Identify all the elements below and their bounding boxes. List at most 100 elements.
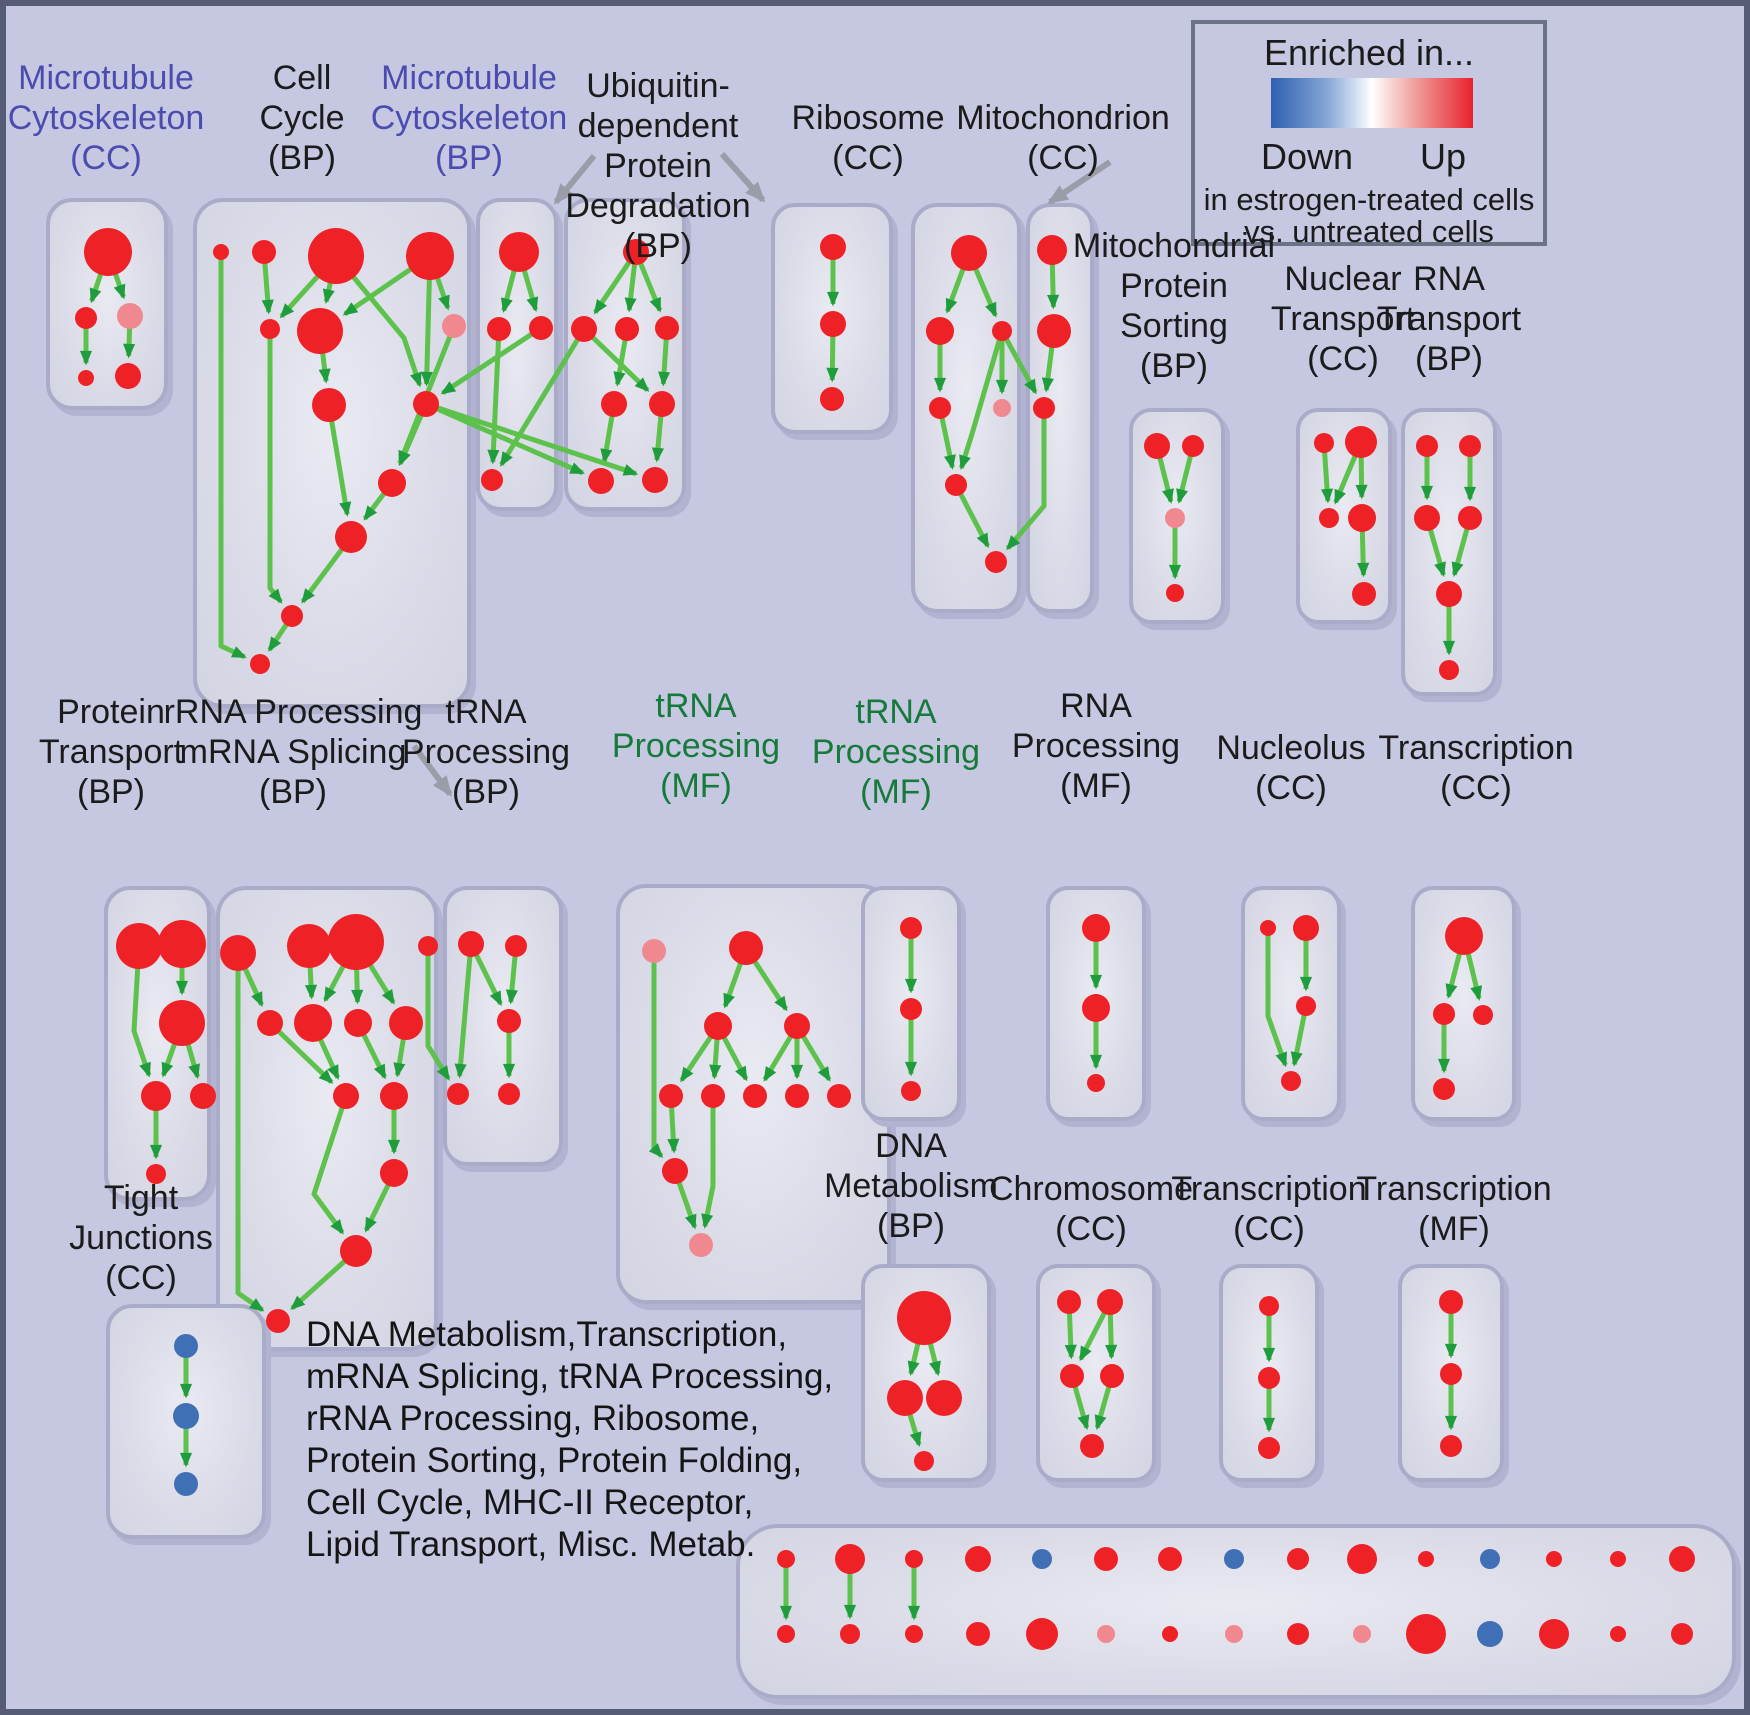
label-tight-junctions-cc: Tight Junctions (CC) [69, 1178, 213, 1298]
label-line: Nuclear [1284, 260, 1402, 298]
group-box-microtubule-cytoskeleton-cc [46, 198, 168, 410]
label-nucleolus-cc: Nucleolus (CC) [1216, 728, 1365, 808]
label-line: (BP) [877, 1207, 945, 1245]
label-line: (CC) [1307, 340, 1379, 378]
label-line: Junctions [69, 1219, 213, 1257]
label-line: (MF) [860, 773, 932, 811]
label-line: Processing [401, 733, 571, 771]
label-trna-processing-bp: tRNA Processing (BP) [402, 692, 570, 812]
label-line: Ribosome [791, 99, 945, 137]
group-box-protein-transport-bp [104, 886, 211, 1201]
legend-box: Enriched in... Down Up in estrogen-treat… [1191, 20, 1547, 249]
group-box-dna-metabolism-bp [861, 1264, 991, 1482]
label-line: Degradation [565, 187, 751, 225]
legend-gradient-bar [1271, 78, 1473, 128]
legend-up-label: Up [1419, 136, 1467, 177]
group-box-cell-cycle-bp [193, 198, 471, 708]
label-line: RNA [1060, 687, 1132, 725]
group-box-transcription-mf [1398, 1264, 1504, 1482]
label-line: (MF) [1060, 767, 1132, 805]
label-line: (CC) [832, 139, 904, 177]
label-line: (CC) [1055, 1210, 1127, 1248]
group-box-rna-processing-mf [1046, 886, 1146, 1121]
misc-text-line: mRNA Splicing, tRNA Processing, [306, 1357, 834, 1396]
label-line: Transport [1270, 300, 1416, 338]
label-line: (BP) [1140, 347, 1208, 385]
label-line: (BP) [1414, 340, 1483, 378]
group-box-nucleolus-cc [1241, 886, 1341, 1121]
label-line: Ubiquitin- [586, 67, 730, 105]
group-box-ribosome-cc [911, 203, 1021, 613]
misc-text-line: Lipid Transport, Misc. Metab. [306, 1525, 756, 1564]
label-microtubule-cytoskeleton-bp: Microtubule Cytoskeleton (BP) [371, 58, 568, 178]
label-line: mRNA Splicing [179, 733, 407, 771]
label-line: (CC) [1255, 769, 1327, 807]
label-line: (MF) [1418, 1210, 1490, 1248]
label-ubiquitin-dependent-protein-degradation-bp: Ubiquitin-dependent Protein Degradation (BP… [565, 66, 750, 266]
label-line: Metabolism [824, 1167, 998, 1205]
label-line: (BP) [76, 773, 145, 811]
misc-categories-text: DNA Metabolism,Transcription, mRNA Splici… [306, 1314, 833, 1566]
label-line: DNA [875, 1127, 947, 1165]
misc-text-line: Cell Cycle, MHC-II Receptor, [306, 1483, 754, 1522]
label-line: Protein [57, 693, 165, 731]
label-line: rRNA Processing [163, 693, 423, 731]
group-box-mitochondrial-protein-sorting-bp [1129, 408, 1225, 624]
label-line: Cytoskeleton [7, 99, 205, 137]
group-box-nuclear-transport-cc [1296, 408, 1392, 624]
label-line: Processing [1011, 727, 1181, 765]
label-ribosome-cc: Ribosome (CC) [791, 98, 944, 178]
label-line: Sorting [1120, 307, 1228, 345]
label-transcription-mf: Transcription (MF) [1356, 1169, 1551, 1249]
label-mitochondrion-cc: Mitochondrion (CC) [956, 98, 1170, 178]
label-protein-transport-bp: Protein Transport (BP) [39, 692, 183, 812]
label-line: (BP) [451, 773, 520, 811]
legend-title: Enriched in... [1263, 32, 1475, 73]
label-trna-processing-mf-1: tRNA Processing (MF) [612, 686, 780, 806]
label-line: (CC) [70, 139, 142, 177]
label-rna-processing-mf: RNA Processing (MF) [1012, 686, 1180, 806]
label-line: Transcription [1378, 729, 1574, 767]
label-line: (CC) [1440, 769, 1512, 807]
label-line: (BP) [434, 139, 503, 177]
group-box-trna-processing-mf-2 [861, 886, 961, 1121]
label-line: RNA [1413, 260, 1485, 298]
group-box-rrna-processing-mrna-splicing-bp [216, 886, 438, 1351]
label-trna-processing-mf-2: tRNA Processing (MF) [812, 692, 980, 812]
label-rrna-processing-mrna-splicing-bp: rRNA Processing mRNA Splicing (BP) [164, 692, 423, 812]
group-box-microtubule-cytoskeleton-bp [476, 198, 558, 511]
label-line: (MF) [660, 767, 732, 805]
label-line: (BP) [259, 773, 327, 811]
label-line: Cytoskeleton [370, 99, 568, 137]
label-line: Microtubule [18, 59, 194, 97]
label-rna-transport-bp: RNA Transport (BP) [1377, 259, 1521, 379]
label-microtubule-cytoskeleton-cc: Microtubule Cytoskeleton (CC) [8, 58, 205, 178]
label-chromosome-cc: Chromosome (CC) [989, 1169, 1193, 1249]
group-box-transcription-cc-row2 [1411, 886, 1516, 1121]
label-line: Cycle [259, 99, 345, 137]
label-line: (CC) [1233, 1210, 1305, 1248]
group-box-misc-categories [736, 1524, 1736, 1699]
label-line: Tight [103, 1179, 179, 1217]
label-line: Transcription [1171, 1170, 1367, 1208]
label-line: (CC) [1027, 139, 1099, 177]
label-line: (BP) [268, 139, 336, 177]
label-line: Protein [1120, 267, 1228, 305]
misc-text-line: rRNA Processing, Ribosome, [306, 1399, 760, 1438]
group-box-chromosome-cc [1036, 1264, 1156, 1482]
label-line: dependent [577, 107, 739, 145]
legend-subtitle-line1: in estrogen-treated cells [1203, 182, 1535, 217]
label-line: (CC) [105, 1259, 177, 1297]
label-line: Nucleolus [1216, 729, 1366, 767]
label-line: Transport [38, 733, 184, 771]
label-transcription-cc-row2: Transcription (CC) [1378, 728, 1573, 808]
label-line: tRNA [655, 687, 737, 725]
label-line: (BP) [624, 227, 692, 265]
group-box-rna-transport-bp [1401, 408, 1497, 696]
misc-text-line: Protein Sorting, Protein Folding, [306, 1441, 803, 1480]
label-line: Microtubule [381, 59, 557, 97]
label-line: Transport [1376, 300, 1522, 338]
label-line: Cell [272, 59, 332, 97]
label-cell-cycle-bp: Cell Cycle (BP) [259, 58, 344, 178]
